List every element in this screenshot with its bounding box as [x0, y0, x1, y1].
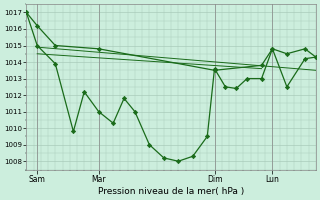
X-axis label: Pression niveau de la mer( hPa ): Pression niveau de la mer( hPa ) [98, 187, 244, 196]
